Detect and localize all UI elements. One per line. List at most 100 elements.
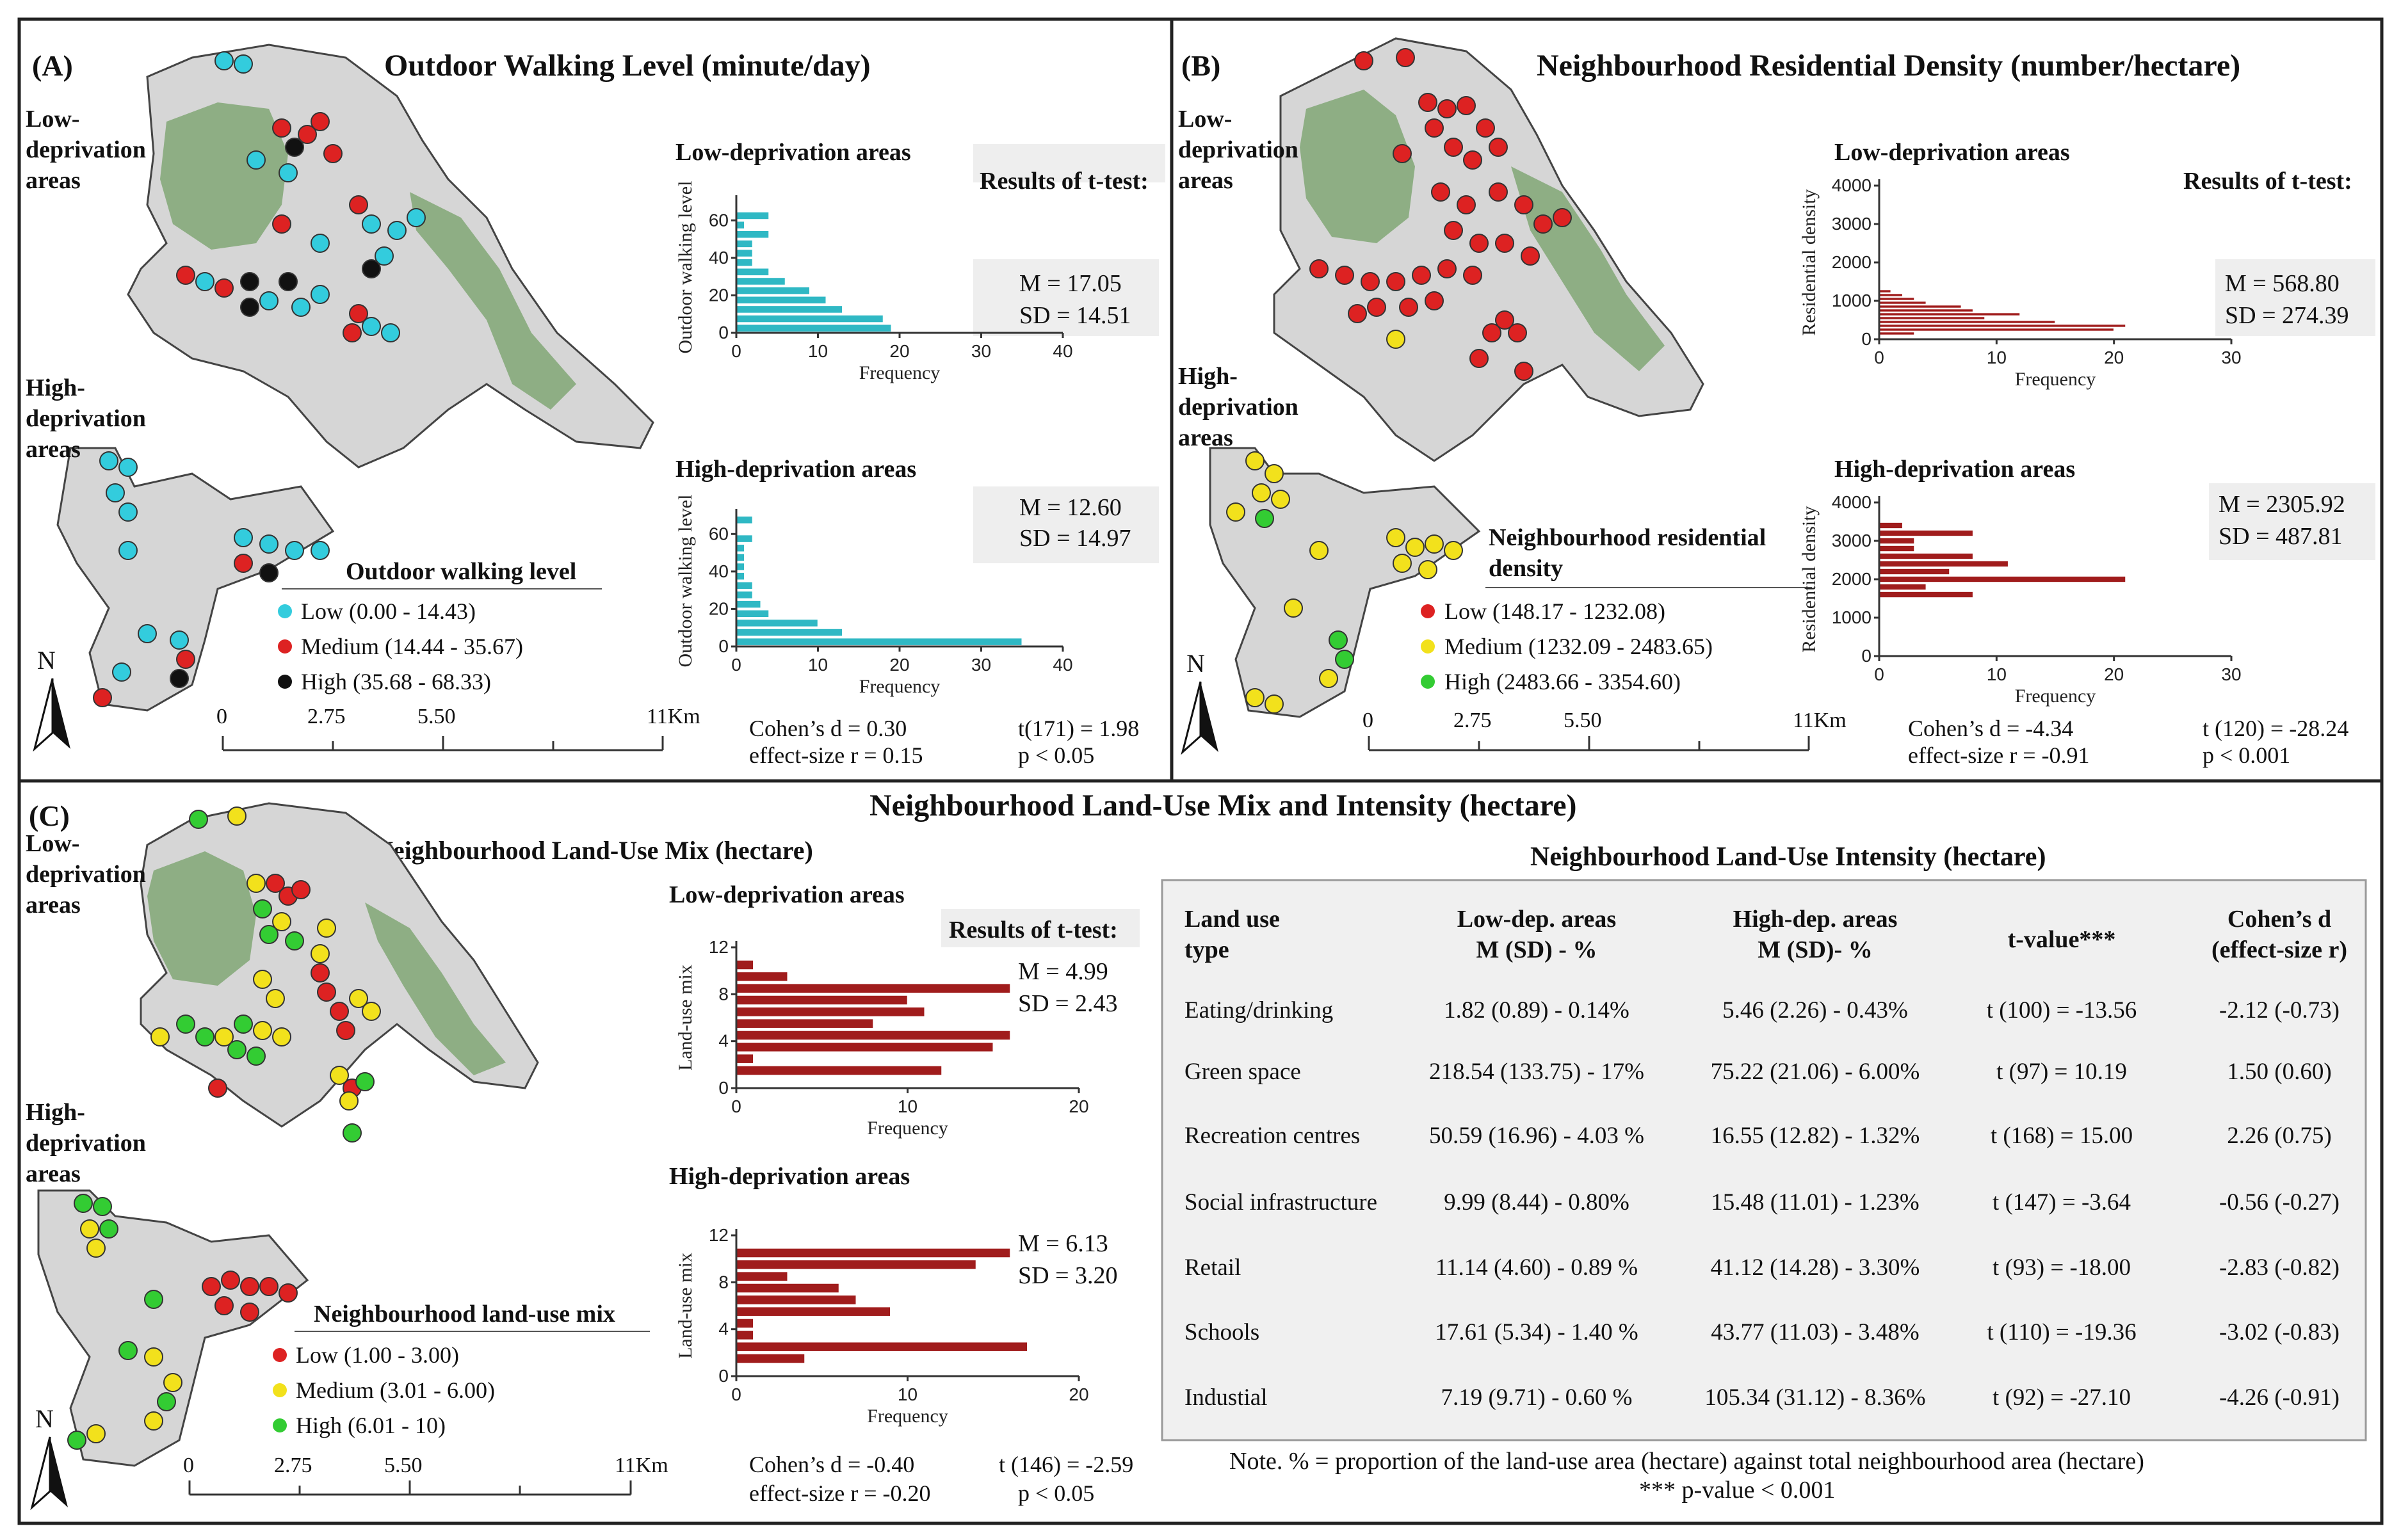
legend-a-swatch-low xyxy=(278,604,292,618)
histogram-5: Low-deprivation areas 0 10 20 0 4 8 12 Frequency… xyxy=(669,881,1089,1139)
histogram-bar xyxy=(736,1294,857,1306)
histogram-bar xyxy=(736,220,745,230)
histogram-bar xyxy=(1879,300,1927,305)
legend-b-high: High (2483.66 - 3354.60) xyxy=(1444,669,1681,694)
histogram-bar xyxy=(736,323,892,333)
stats-c-high-m: M = 6.13 xyxy=(1018,1230,1108,1257)
x-tick-label: 30 xyxy=(2221,348,2241,367)
y-axis-label: Residential density xyxy=(1799,189,1820,335)
x-tick-label: 10 xyxy=(898,1384,918,1404)
ttest-b-p: p < 0.001 xyxy=(2203,742,2290,768)
ttest-b-t: t (120) = -28.24 xyxy=(2203,716,2348,741)
svg-text:2.75: 2.75 xyxy=(1453,709,1492,732)
histogram-bar xyxy=(736,1353,805,1364)
histogram-bar xyxy=(736,258,754,267)
y-tick-label: 2000 xyxy=(1832,569,1871,589)
table-cell: 218.54 (133.75) - 17% xyxy=(1429,1059,1644,1085)
histogram-4: High-deprivation areas 0 10 20 30 0 1000 2000 30… xyxy=(1799,456,2242,707)
map-b-high-label-2: deprivation xyxy=(1178,394,1298,421)
stats-a-high-sd: SD = 14.97 xyxy=(1019,525,1131,552)
y-tick-label: 20 xyxy=(709,285,729,305)
table-cell: t (100) = -13.56 xyxy=(1987,997,2137,1023)
table-row: Eating/drinking 1.82 (0.89) - 0.14% 5.46 (… xyxy=(1184,997,2340,1023)
effect-b-r: effect-size r = -0.91 xyxy=(1908,742,2090,768)
histogram-title: Low-deprivation areas xyxy=(675,139,911,166)
histogram-title: High-deprivation areas xyxy=(669,1163,910,1190)
y-axis-label: Land-use mix xyxy=(675,965,696,1071)
x-tick-label: 0 xyxy=(731,1384,741,1404)
svg-text:11Km: 11Km xyxy=(1793,709,1847,732)
histogram-bar xyxy=(736,1018,874,1029)
legend-c-title: Neighbourhood land-use mix xyxy=(314,1301,615,1327)
svg-text:N: N xyxy=(1186,649,1205,678)
scale-bar-c: 0 2.75 5.50 11Km xyxy=(183,1454,668,1496)
svg-text:5.50: 5.50 xyxy=(417,705,456,728)
histogram-bar xyxy=(1879,522,1904,529)
x-tick-label: 0 xyxy=(1874,348,1884,367)
histogram-bar xyxy=(736,1271,788,1282)
table-cell: -2.12 (-0.73) xyxy=(2219,997,2340,1023)
stats-a-low-m: M = 17.05 xyxy=(1019,270,1122,297)
y-tick-label: 3000 xyxy=(1832,214,1871,234)
scale-bar-b: 0 2.75 5.50 11Km xyxy=(1362,709,1847,751)
histogram-bar xyxy=(1879,316,1985,321)
table-cell: t (110) = -19.36 xyxy=(1987,1319,2136,1345)
map-c-low-label-2: deprivation xyxy=(26,861,146,888)
histogram-bar xyxy=(1879,331,1915,336)
table-header-cell: Cohen’s d xyxy=(2227,906,2331,933)
table-header-cell: type xyxy=(1184,936,1229,963)
histogram-title: High-deprivation areas xyxy=(1834,456,2075,483)
svg-text:2.75: 2.75 xyxy=(274,1454,312,1477)
map-a-low-label-3: areas xyxy=(26,167,81,194)
results-title-a: Results of t-test: xyxy=(980,168,1149,195)
table-cell: 50.59 (16.96) - 4.03 % xyxy=(1429,1123,1644,1149)
legend-a-title: Outdoor walking level xyxy=(346,558,576,585)
svg-text:0: 0 xyxy=(1362,709,1373,732)
x-tick-label: 0 xyxy=(731,1096,741,1116)
legend-c-low: Low (1.00 - 3.00) xyxy=(296,1342,459,1368)
map-c-low-label-3: areas xyxy=(26,892,81,918)
histogram-bar xyxy=(736,1329,754,1341)
x-axis-label: Frequency xyxy=(859,676,941,697)
effect-b-d: Cohen’s d = -4.34 xyxy=(1908,716,2073,741)
map-c-high-label-3: areas xyxy=(26,1160,81,1187)
panel-c-title: Neighbourhood Land-Use Mix and Intensity… xyxy=(869,789,1577,822)
table-cell: t (93) = -18.00 xyxy=(1993,1255,2131,1281)
legend-a-high: High (35.68 - 68.33) xyxy=(301,669,491,694)
y-axis-label: Land-use mix xyxy=(675,1253,696,1359)
y-tick-label: 0 xyxy=(718,1366,729,1386)
stats-a-high-m: M = 12.60 xyxy=(1019,494,1122,521)
map-a-low-label-1: Low- xyxy=(26,106,79,132)
y-tick-label: 60 xyxy=(709,524,729,543)
y-tick-label: 12 xyxy=(709,937,729,957)
table-cell: -0.56 (-0.27) xyxy=(2219,1189,2340,1215)
y-tick-label: 4 xyxy=(718,1319,729,1339)
effect-c-r: effect-size r = -0.20 xyxy=(749,1480,931,1506)
histogram-bar xyxy=(736,1030,1011,1041)
x-tick-label: 20 xyxy=(889,655,909,675)
legend-c-medium: Medium (3.01 - 6.00) xyxy=(296,1377,495,1403)
map-c-points xyxy=(67,806,381,1450)
histogram-bar xyxy=(1879,323,2126,328)
legend-b-swatch-medium xyxy=(1421,639,1435,654)
y-tick-label: 1000 xyxy=(1832,291,1871,310)
y-axis-label: Outdoor walking level xyxy=(675,495,696,668)
scale-bar-a: 0 2.75 5.50 11Km xyxy=(216,705,700,751)
north-arrow-b: N xyxy=(1181,649,1218,755)
histogram-bar xyxy=(736,1306,891,1317)
histogram-bar xyxy=(736,239,754,248)
map-c-title: Neighbourhood Land-Use Mix (hectare) xyxy=(375,836,813,865)
map-b-low xyxy=(1273,37,1704,462)
legend-c-swatch-medium xyxy=(273,1383,287,1397)
histogram-bar xyxy=(736,515,754,525)
x-axis-label: Frequency xyxy=(2015,369,2096,390)
panel-a-title: Outdoor Walking Level (minute/day) xyxy=(384,49,871,83)
histogram-1: Low-deprivation areas 0 10 20 30 40 0 20 40 60 Fre… xyxy=(675,139,1073,383)
svg-text:11Km: 11Km xyxy=(615,1454,668,1477)
table-header: Land use type Low-dep. areas M (SD) - % High… xyxy=(1184,906,2347,963)
histogram-bar xyxy=(736,562,745,572)
x-tick-label: 40 xyxy=(1053,341,1072,361)
y-axis-label: Outdoor walking level xyxy=(675,181,696,354)
x-tick-label: 10 xyxy=(808,341,828,361)
